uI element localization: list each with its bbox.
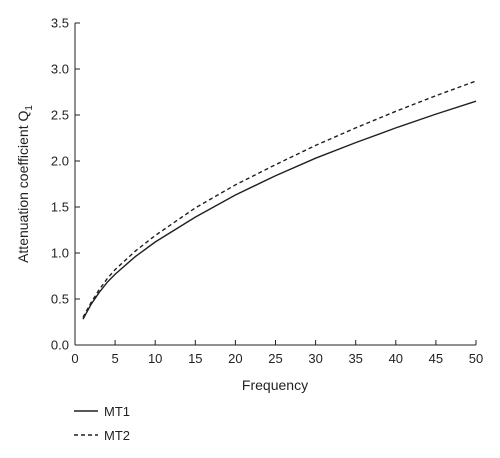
x-tick-label: 35 xyxy=(348,351,362,366)
x-axis-title: Frequency xyxy=(242,377,308,393)
x-tick-label: 15 xyxy=(188,351,202,366)
y-axis-ticks: 0.0 0.5 1.0 1.5 2.0 2.5 3.0 3.5 xyxy=(51,16,80,353)
y-axis-title-subscript: 1 xyxy=(24,105,35,111)
y-tick-label: 3.0 xyxy=(51,62,69,77)
y-axis-title-text: Attenuation coefficient Q xyxy=(15,111,31,263)
y-tick-label: 3.5 xyxy=(51,16,69,31)
series-layer xyxy=(82,80,477,320)
y-tick-label: 0.5 xyxy=(51,292,69,307)
y-tick-label: 1.5 xyxy=(51,200,69,215)
x-tick-label: 0 xyxy=(71,351,78,366)
x-tick-label: 10 xyxy=(148,351,162,366)
y-tick-label: 1.0 xyxy=(51,246,69,261)
x-tick-label: 40 xyxy=(389,351,403,366)
series-line-mt2 xyxy=(82,80,477,318)
y-tick-label: 0.0 xyxy=(51,338,69,353)
y-axis-title: Attenuation coefficient Q1 xyxy=(15,105,35,263)
legend-label-mt2: MT2 xyxy=(104,428,130,443)
y-tick-label: 2.0 xyxy=(51,154,69,169)
x-axis-ticks: 0 5 10 15 20 25 30 35 40 45 50 xyxy=(71,340,483,366)
y-tick-label: 2.5 xyxy=(51,108,69,123)
x-tick-label: 30 xyxy=(308,351,322,366)
x-tick-label: 50 xyxy=(469,351,483,366)
series-line-mt1 xyxy=(82,100,477,320)
legend: MT1 MT2 xyxy=(74,404,130,443)
x-tick-label: 45 xyxy=(429,351,443,366)
x-tick-label: 5 xyxy=(111,351,118,366)
legend-label-mt1: MT1 xyxy=(104,404,130,419)
plot-area xyxy=(74,23,476,346)
x-tick-label: 20 xyxy=(228,351,242,366)
x-tick-label: 25 xyxy=(268,351,282,366)
